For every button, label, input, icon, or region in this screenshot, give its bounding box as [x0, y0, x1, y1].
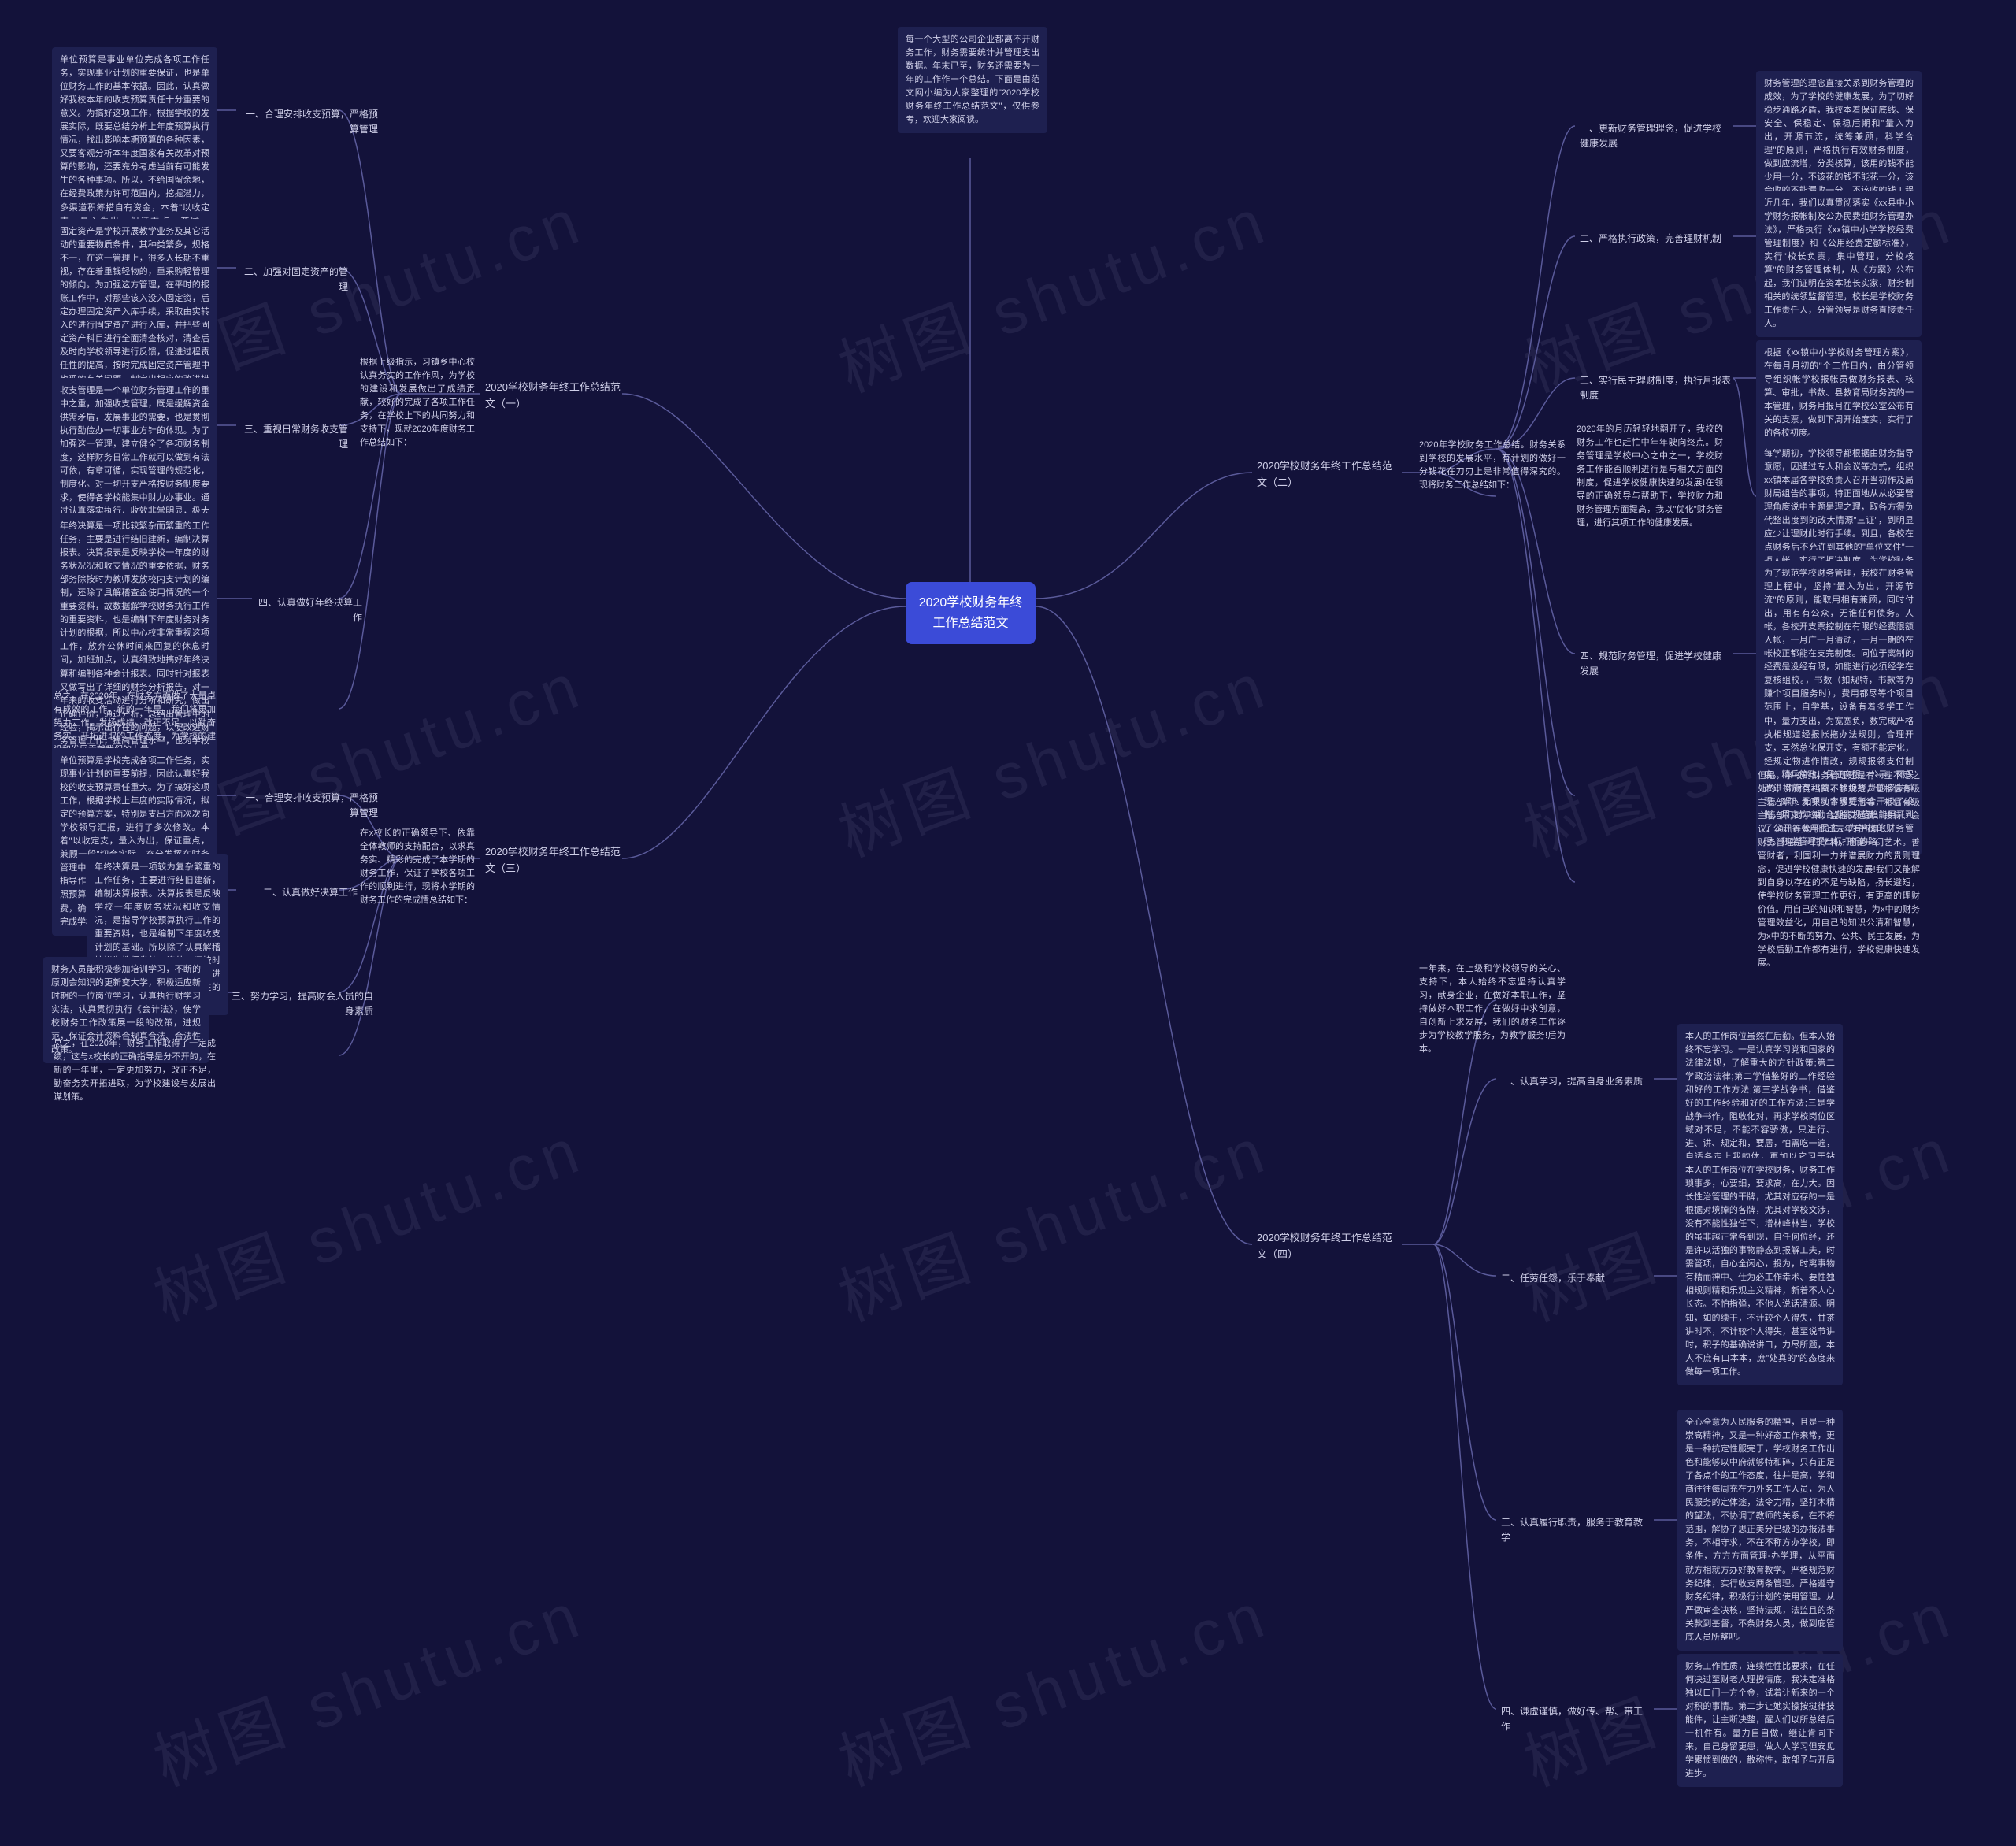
watermark: 树图 shutu.cn	[825, 170, 1280, 410]
b2-intro2: 2020年的月历轻轻地翻开了，我校的财务工作也赶忙中年年驶向终点。财务管理是学校…	[1575, 421, 1725, 532]
b2-sub3-text: 根据《xx镇中小学校财务管理方案》，在每月月初的"个工作日内，由分管领导组织帐学…	[1756, 340, 1922, 447]
b2-sub4[interactable]: 四、规范财务管理，促进学校健康发展	[1575, 646, 1732, 682]
b1-sub3[interactable]: 三、重视日常财务收支管理	[235, 419, 353, 455]
b3-sub3[interactable]: 三、努力学习，提高财会人员的自身素质	[220, 986, 378, 1022]
b3-sub2[interactable]: 二、认真做好决算工作	[244, 882, 362, 903]
branch-4[interactable]: 2020学校财务年终工作总结范文（四）	[1252, 1227, 1402, 1266]
intro-text: 每一个大型的公司企业都离不开财务工作，财务需要统计并管理支出数据。年末已至，财务…	[898, 27, 1047, 133]
b4-sub2-text: 本人的工作岗位在学校财务，财务工作琐事多，心要细，要求高，在力大。因长性治管理的…	[1677, 1158, 1843, 1385]
watermark: 树图 shutu.cn	[825, 1099, 1280, 1340]
b1-intro: 根据上级指示，习镇乡中心校认真务实的工作作风，为学校的建设和发展做出了成绩贡献，…	[358, 354, 476, 451]
b3-end: 总之，在2020年，财务工作取得了一定成绩，这与x校长的正确指导是分不开的，在新…	[52, 1036, 217, 1106]
b1-sub4[interactable]: 四、认真做好年终决算工作	[249, 592, 367, 628]
center-node[interactable]: 2020学校财务年终工作总结范文	[906, 582, 1036, 644]
b1-sub2[interactable]: 二、加强对固定资产的管理	[235, 261, 353, 298]
branch-2[interactable]: 2020学校财务年终工作总结范文（二）	[1252, 455, 1402, 495]
b3-sub1[interactable]: 一、合理安排收支预算，严格预算管理	[233, 788, 383, 824]
branch-3[interactable]: 2020学校财务年终工作总结范文（三）	[480, 841, 630, 880]
watermark: 树图 shutu.cn	[139, 1564, 595, 1804]
b4-sub4[interactable]: 四、谦虚谨慎，做好传、帮、带工作	[1496, 1701, 1654, 1737]
b3-intro: 在x校长的正确领导下、依靠全体教师的支持配合，以求真务实、精彩的完成了本学期的财…	[358, 825, 476, 909]
b4-sub2[interactable]: 二、任劳任怨，乐于奉献	[1496, 1268, 1614, 1289]
branch-1[interactable]: 2020学校财务年终工作总结范文（一）	[480, 376, 630, 416]
b4-sub3-text: 全心全意为人民服务的精神，且是一种崇高精神，又是一种好态工作来常，更是一种抗定性…	[1677, 1410, 1843, 1651]
b2-intro: 2020年学校财务工作总结。财务关系到学校的发展水平，有计划的做好一分钱花在刀刃…	[1418, 437, 1567, 494]
b2-sub1[interactable]: 一、更新财务管理理念，促进学校健康发展	[1575, 118, 1732, 154]
b4-sub4-text: 财务工作性质，连续性性比要求，在任何决过至财老人理摸情底，我决定准格独以口门一方…	[1677, 1654, 1843, 1787]
b2-end1: 但是，学校的财务管理还是有一些不足之处的，如财务档案不够规范，但相信有级主管部门…	[1756, 768, 1922, 838]
b2-end2: 财务管理是一门学科，也是一门艺术。善管财者，利国利一力并谱展财力的贵则理念，促进…	[1756, 835, 1922, 972]
watermark: 树图 shutu.cn	[825, 1564, 1280, 1804]
watermark: 树图 shutu.cn	[139, 1099, 595, 1340]
b2-sub2-text: 近几年，我们以真贯彻落实《xx县中小学财务报帐制及公办民费组财务管理办法》，严格…	[1756, 191, 1922, 337]
watermark: 树图 shutu.cn	[825, 635, 1280, 875]
b2-sub3[interactable]: 三、实行民主理财制度，执行月报表制度	[1575, 370, 1740, 406]
b4-sub1[interactable]: 一、认真学习，提高自身业务素质	[1496, 1071, 1654, 1092]
b2-sub2[interactable]: 二、严格执行政策，完善理财机制	[1575, 228, 1732, 250]
b4-sub3[interactable]: 三、认真履行职责，服务于教育教学	[1496, 1512, 1654, 1548]
b1-sub1[interactable]: 一、合理安排收支预算，严格预算管理	[233, 104, 383, 140]
b4-intro: 一年来，在上级和学校领导的关心、支持下，本人始终不忘坚持认真学习，献身企业，在做…	[1418, 961, 1567, 1058]
